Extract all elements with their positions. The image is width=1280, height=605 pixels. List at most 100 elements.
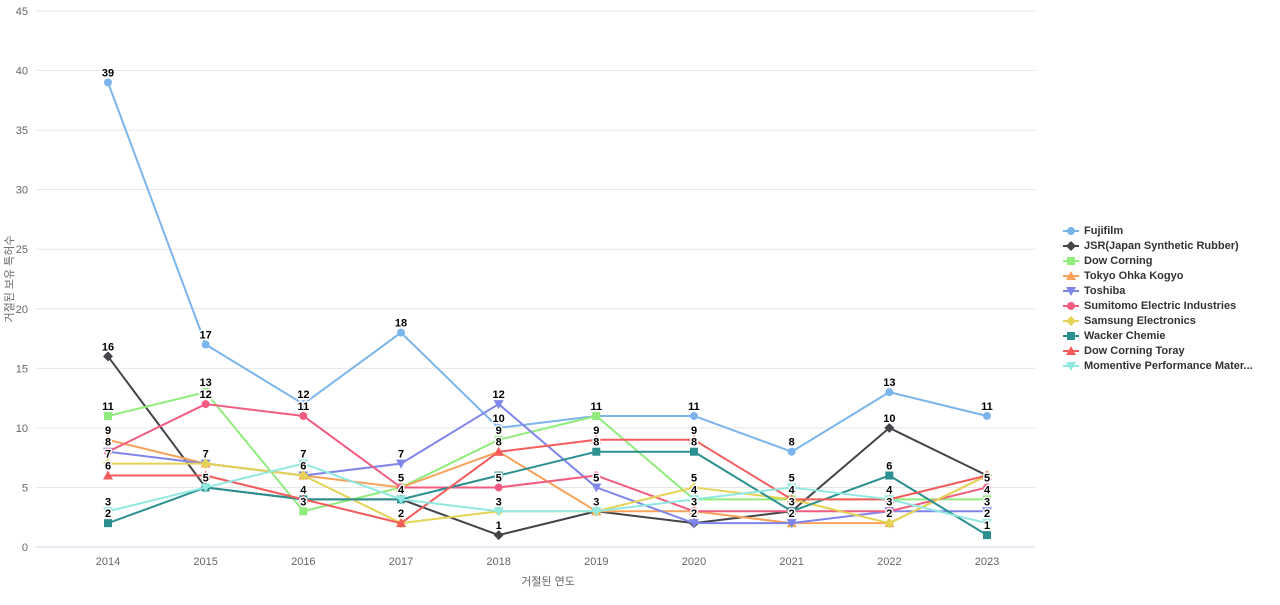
data-point-marker[interactable] bbox=[494, 483, 503, 492]
data-point-marker[interactable] bbox=[298, 470, 309, 481]
data-point-marker[interactable] bbox=[690, 447, 699, 456]
legend-item[interactable]: Dow Corning Toray bbox=[1063, 343, 1253, 358]
x-tick-label: 2018 bbox=[486, 556, 510, 568]
data-point-marker[interactable] bbox=[982, 519, 993, 529]
data-point-marker[interactable] bbox=[786, 494, 797, 504]
data-point-marker[interactable] bbox=[885, 507, 894, 516]
y-tick-label: 25 bbox=[16, 244, 28, 256]
data-point-marker[interactable] bbox=[201, 400, 210, 409]
data-point-label: 3 bbox=[691, 496, 697, 508]
data-point-marker[interactable] bbox=[397, 328, 406, 337]
data-point-marker[interactable] bbox=[494, 471, 503, 480]
data-point-marker[interactable] bbox=[201, 340, 210, 349]
data-point-marker[interactable] bbox=[689, 482, 700, 493]
data-point-marker[interactable] bbox=[591, 483, 602, 493]
data-point-marker[interactable] bbox=[787, 447, 796, 456]
data-point-marker[interactable] bbox=[201, 388, 210, 397]
data-point-marker[interactable] bbox=[690, 411, 699, 420]
data-point-marker[interactable] bbox=[493, 446, 504, 456]
data-point-marker[interactable] bbox=[689, 519, 700, 529]
data-point-marker[interactable] bbox=[786, 483, 797, 493]
series-line bbox=[107, 81, 989, 453]
data-point-marker[interactable] bbox=[983, 483, 992, 492]
y-tick-label: 40 bbox=[16, 66, 28, 78]
legend-item[interactable]: Dow Corning bbox=[1063, 253, 1253, 268]
legend-item[interactable]: Toshiba bbox=[1063, 283, 1253, 298]
data-point-marker[interactable] bbox=[592, 411, 601, 420]
data-point-marker[interactable] bbox=[494, 435, 503, 444]
legend-item[interactable]: Samsung Electronics bbox=[1063, 313, 1253, 328]
x-axis-title: 거절된 연도 bbox=[521, 575, 575, 588]
data-point-marker[interactable] bbox=[884, 422, 895, 433]
data-point-marker[interactable] bbox=[689, 495, 700, 505]
data-point-marker[interactable] bbox=[982, 470, 993, 480]
legend-item[interactable]: Sumitomo Electric Industries bbox=[1063, 298, 1253, 313]
data-point-marker[interactable] bbox=[983, 531, 992, 540]
data-point-marker[interactable] bbox=[591, 507, 602, 517]
data-point-marker[interactable] bbox=[103, 351, 113, 362]
data-point-marker[interactable] bbox=[299, 507, 308, 516]
data-point-marker[interactable] bbox=[885, 388, 894, 397]
legend-label: Momentive Performance Mater... bbox=[1084, 359, 1253, 372]
data-point-marker[interactable] bbox=[200, 483, 211, 493]
data-point-label: 8 bbox=[691, 437, 697, 449]
data-point-marker[interactable] bbox=[298, 459, 309, 469]
data-point-marker[interactable] bbox=[103, 507, 113, 517]
data-point-marker[interactable] bbox=[200, 458, 211, 469]
data-point-marker[interactable] bbox=[397, 483, 406, 492]
data-point-label: 9 bbox=[105, 425, 111, 437]
data-point-marker[interactable] bbox=[884, 518, 895, 529]
legend-marker bbox=[1067, 301, 1075, 310]
legend-label: Fujifilm bbox=[1084, 224, 1124, 237]
data-point-marker[interactable] bbox=[103, 434, 113, 444]
y-tick-label: 5 bbox=[22, 482, 28, 494]
data-point-marker[interactable] bbox=[103, 458, 113, 469]
series-line bbox=[107, 462, 989, 525]
data-point-label: 3 bbox=[886, 496, 892, 508]
series-line bbox=[107, 462, 989, 525]
data-point-marker[interactable] bbox=[299, 411, 308, 420]
legend: Fujifilm JSR(Japan Synthetic Rubber) Dow C… bbox=[1063, 223, 1253, 373]
data-point-marker[interactable] bbox=[104, 519, 112, 528]
data-point-marker[interactable] bbox=[591, 434, 602, 444]
legend-item[interactable]: Wacker Chemie bbox=[1063, 328, 1253, 343]
data-point-marker[interactable] bbox=[884, 495, 895, 505]
data-point-marker[interactable] bbox=[983, 495, 992, 504]
data-point-marker[interactable] bbox=[494, 423, 503, 432]
data-point-marker[interactable] bbox=[104, 78, 112, 87]
data-point-label: 9 bbox=[691, 425, 697, 437]
legend-label: Dow Corning Toray bbox=[1084, 344, 1185, 357]
legend-series-icon bbox=[1063, 226, 1079, 235]
data-point-label: 2 bbox=[105, 508, 111, 520]
legend-item[interactable]: JSR(Japan Synthetic Rubber) bbox=[1063, 238, 1253, 253]
data-point-marker[interactable] bbox=[690, 507, 699, 516]
data-point-marker[interactable] bbox=[298, 494, 309, 504]
data-point-marker[interactable] bbox=[493, 400, 504, 410]
data-point-marker[interactable] bbox=[396, 459, 407, 469]
data-point-marker[interactable] bbox=[104, 411, 112, 420]
data-point-marker[interactable] bbox=[493, 530, 504, 541]
data-point-marker[interactable] bbox=[885, 471, 894, 480]
legend-series-icon bbox=[1063, 361, 1079, 371]
data-point-marker[interactable] bbox=[396, 495, 407, 505]
data-point-marker[interactable] bbox=[396, 518, 407, 528]
data-point-marker[interactable] bbox=[786, 519, 797, 529]
legend-marker bbox=[1066, 270, 1076, 280]
data-point-label: 5 bbox=[496, 472, 502, 484]
data-point-marker[interactable] bbox=[299, 400, 308, 409]
data-point-label: 7 bbox=[105, 449, 111, 461]
data-point-marker[interactable] bbox=[200, 470, 211, 480]
legend-item[interactable]: Tokyo Ohka Kogyo bbox=[1063, 268, 1253, 283]
data-point-label: 8 bbox=[789, 437, 795, 449]
data-point-marker[interactable] bbox=[689, 434, 700, 444]
data-point-marker[interactable] bbox=[982, 507, 993, 517]
data-point-marker[interactable] bbox=[103, 470, 113, 480]
legend-item[interactable]: Fujifilm bbox=[1063, 223, 1253, 238]
data-point-marker[interactable] bbox=[592, 471, 601, 480]
data-point-marker[interactable] bbox=[104, 447, 112, 456]
data-point-marker[interactable] bbox=[592, 447, 601, 456]
legend-item[interactable]: Momentive Performance Mater... bbox=[1063, 358, 1253, 373]
data-point-marker[interactable] bbox=[787, 507, 796, 516]
data-point-marker[interactable] bbox=[493, 507, 504, 517]
data-point-marker[interactable] bbox=[983, 411, 992, 420]
